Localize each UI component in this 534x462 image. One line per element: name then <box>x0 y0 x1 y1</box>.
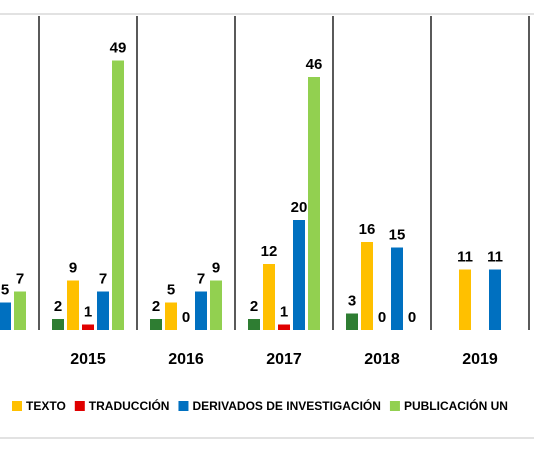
bar-2016-s1 <box>165 302 177 330</box>
legend-swatch-1 <box>12 401 22 411</box>
bar-2015-s1 <box>67 280 79 330</box>
value-label-2014-s4: 7 <box>16 271 24 288</box>
value-label-2014-s3: 5 <box>1 282 9 299</box>
bar-2014-s4 <box>14 291 26 330</box>
category-label-2017: 2017 <box>266 351 302 368</box>
bar-2015-s2 <box>82 324 94 330</box>
value-label-2016-s0: 2 <box>152 298 160 315</box>
value-label-2015-s4: 49 <box>110 40 127 57</box>
value-label-2016-s2: 0 <box>182 309 190 326</box>
value-label-2015-s1: 9 <box>69 260 77 277</box>
value-label-2015-s0: 2 <box>54 298 62 315</box>
category-separators <box>38 16 530 330</box>
value-label-2019-s1: 11 <box>457 249 473 266</box>
bar-2017-s2 <box>278 324 290 330</box>
category-label-2019: 2019 <box>462 351 498 368</box>
bar-2017-s0 <box>248 319 260 330</box>
value-label-2018-s3: 15 <box>389 227 406 244</box>
value-label-2018-s0: 3 <box>348 293 356 310</box>
bar-2015-s0 <box>52 319 64 330</box>
bar-2014-s3 <box>0 302 11 330</box>
value-label-2017-s2: 1 <box>280 304 288 321</box>
category-label-2015: 2015 <box>70 351 106 368</box>
bar-2016-s3 <box>195 291 207 330</box>
value-label-2018-s1: 16 <box>359 221 376 238</box>
bar-2018-s0 <box>346 313 358 330</box>
value-label-2018-s4: 0 <box>408 309 416 326</box>
category-label-2016: 2016 <box>168 351 204 368</box>
value-label-2015-s3: 7 <box>99 271 107 288</box>
category-label-2018: 2018 <box>364 351 400 368</box>
legend-label-4: PUBLICACIÓN UN <box>404 398 508 413</box>
value-label-2015-s2: 1 <box>84 304 92 321</box>
legend-swatch-3 <box>178 401 189 411</box>
bar-2017-s4 <box>308 77 320 330</box>
legend-label-3: DERIVADOS DE INVESTIGACIÓN <box>192 398 380 413</box>
bar-2015-s3 <box>97 291 109 330</box>
bar-2018-s3 <box>391 247 403 330</box>
value-label-2019-s3: 11 <box>487 249 503 266</box>
value-label-2017-s4: 46 <box>306 56 323 73</box>
legend-swatch-4 <box>389 401 400 411</box>
value-label-2017-s1: 12 <box>261 243 278 260</box>
bar-2017-s3 <box>293 220 305 330</box>
value-label-2017-s0: 2 <box>250 298 258 315</box>
bar-2017-s1 <box>263 264 275 330</box>
value-label-2016-s4: 9 <box>212 260 220 277</box>
bar-2019-s3 <box>489 269 501 330</box>
legend: TEXTO TRADUCCIÓN DERIVADOS DE INVESTIGACIÓ… <box>12 398 508 413</box>
bars <box>0 60 501 330</box>
value-label-2018-s2: 0 <box>378 309 386 326</box>
bar-2015-s4 <box>112 60 124 330</box>
category-labels: 1420152016201720182019 <box>70 351 498 368</box>
bar-2019-s1 <box>459 269 471 330</box>
bar-2016-s4 <box>210 280 222 330</box>
bar-2018-s1 <box>361 242 373 330</box>
legend-swatch-2 <box>74 401 85 411</box>
legend-label-2: TRADUCCIÓN <box>89 398 170 413</box>
value-label-2016-s3: 7 <box>197 271 205 288</box>
value-label-2017-s3: 20 <box>291 199 308 216</box>
bar-2016-s0 <box>150 319 162 330</box>
value-label-2016-s1: 5 <box>167 282 175 299</box>
legend-label-1: TEXTO <box>26 399 66 413</box>
